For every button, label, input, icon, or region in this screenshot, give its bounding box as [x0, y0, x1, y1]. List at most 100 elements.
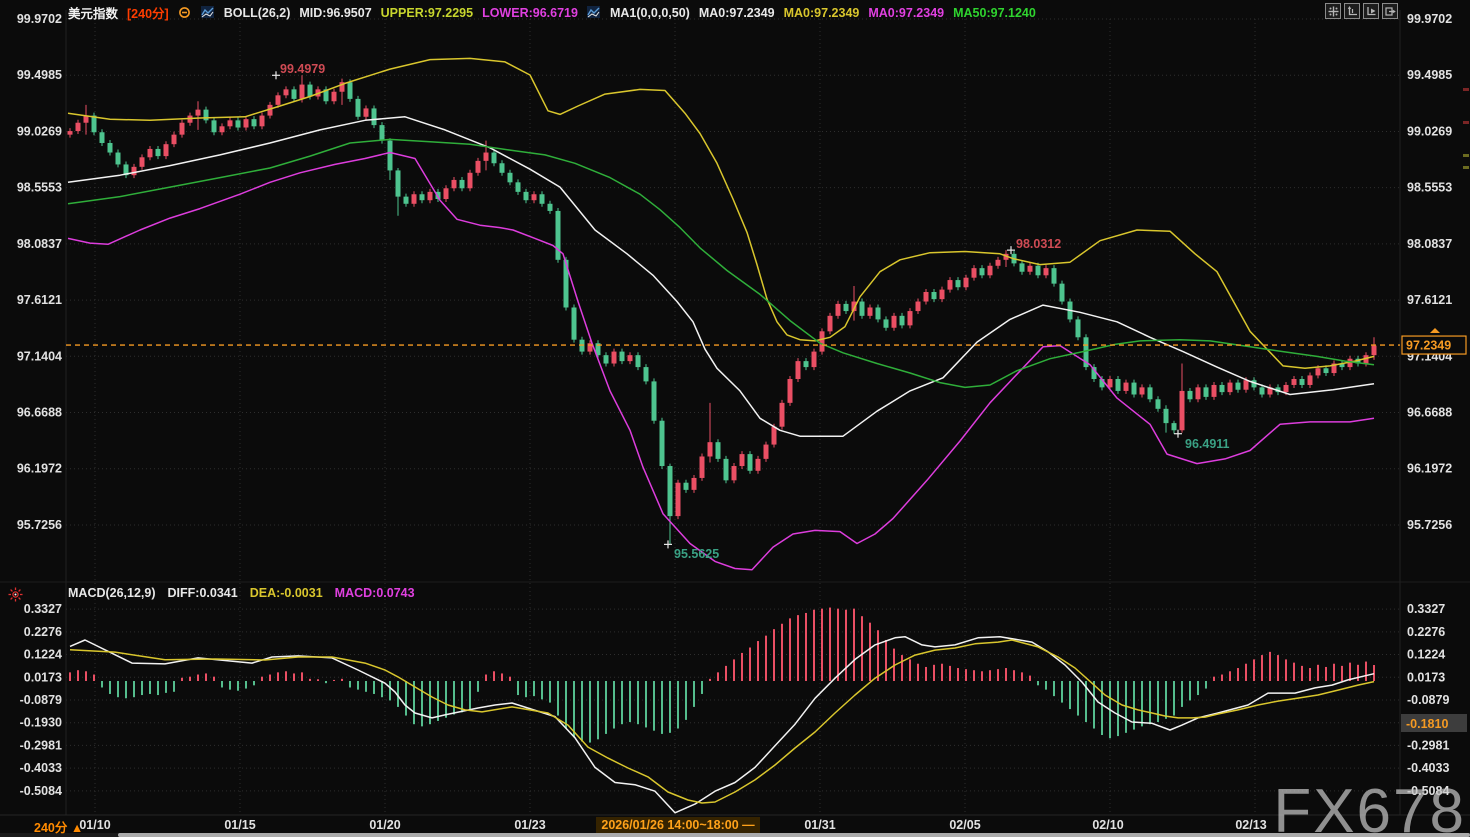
macd-dea-line	[69, 639, 1375, 804]
svg-text:97.6121: 97.6121	[1407, 293, 1452, 307]
svg-text:02/13: 02/13	[1235, 818, 1266, 832]
svg-text:-0.0879: -0.0879	[1407, 693, 1449, 707]
svg-text:02/10: 02/10	[1092, 818, 1123, 832]
axis-scale-right-icon[interactable]	[1363, 3, 1379, 19]
boll-mid-line	[67, 116, 1375, 437]
price-annotation: 98.0312	[1007, 237, 1061, 255]
ma0-yellow-value: MA0:97.2349	[783, 5, 860, 20]
svg-text:99.4985: 99.4985	[17, 68, 62, 82]
svg-text:0.0173: 0.0173	[1407, 670, 1445, 684]
svg-text:0.3327: 0.3327	[24, 602, 62, 616]
svg-text:98.5553: 98.5553	[1407, 181, 1452, 195]
macd-value-badge: -0.1810	[1401, 714, 1467, 732]
svg-text:0.2276: 0.2276	[1407, 625, 1445, 639]
svg-text:99.4985: 99.4985	[1407, 68, 1452, 82]
svg-text:-0.5084: -0.5084	[20, 784, 62, 798]
svg-text:0.1224: 0.1224	[24, 648, 62, 662]
svg-text:99.0269: 99.0269	[17, 124, 62, 138]
price-annotation: 95.5625	[664, 540, 719, 561]
timeframe-label[interactable]: [240分]	[127, 7, 169, 21]
svg-text:95.7256: 95.7256	[17, 518, 62, 532]
svg-text:99.9702: 99.9702	[17, 12, 62, 26]
ma50-line	[67, 138, 1375, 389]
svg-text:-0.4033: -0.4033	[1407, 761, 1449, 775]
boll-upper-line	[67, 57, 1375, 370]
svg-text:01/31: 01/31	[804, 818, 835, 832]
svg-text:-0.2981: -0.2981	[20, 738, 62, 752]
svg-text:98.0312: 98.0312	[1016, 237, 1061, 251]
svg-text:95.5625: 95.5625	[674, 547, 719, 561]
price-axis[interactable]: 99.9702 99.9702 99.4985 99.4985 99.0269 99.02…	[17, 12, 1452, 532]
ma-indicator-icon[interactable]	[586, 6, 601, 19]
macd-label: MACD(26,12,9)	[68, 586, 156, 600]
fx678-watermark: FX678	[1273, 777, 1466, 837]
svg-text:-0.2981: -0.2981	[1407, 738, 1449, 752]
svg-text:0.2276: 0.2276	[24, 625, 62, 639]
boll-lower-value: LOWER:96.6719	[482, 5, 578, 20]
svg-text:-0.1810: -0.1810	[1406, 717, 1448, 731]
svg-text:98.0837: 98.0837	[1407, 237, 1452, 251]
svg-text:96.6688: 96.6688	[17, 406, 62, 420]
svg-text:96.6688: 96.6688	[1407, 406, 1452, 420]
boll-indicator-icon[interactable]	[200, 6, 215, 19]
svg-text:01/10: 01/10	[79, 818, 110, 832]
macd-macd-value: MACD:0.0743	[334, 586, 415, 600]
svg-text:0.3327: 0.3327	[1407, 602, 1445, 616]
chart-toolbar	[1325, 3, 1398, 19]
svg-text:98.5553: 98.5553	[17, 181, 62, 195]
ma-label: MA1(0,0,0,50)	[609, 5, 690, 20]
svg-text:0.0173: 0.0173	[24, 670, 62, 684]
current-price-badge: 97.2349	[1401, 328, 1467, 355]
svg-text:97.1404: 97.1404	[17, 349, 62, 363]
svg-text:02/05: 02/05	[949, 818, 980, 832]
macd-legend: MACD(26,12,9) DIFF:0.0341 DEA:-0.0031 MA…	[68, 586, 415, 600]
time-axis[interactable]: 01/10 01/15 01/20 01/23 01/31 02/05 02/10 02/13	[79, 818, 1266, 832]
boll-mid-value: MID:96.9507	[299, 5, 372, 20]
right-edge-marks	[1463, 88, 1469, 169]
svg-text:96.1972: 96.1972	[17, 462, 62, 476]
price-annotation: 96.4911	[1174, 429, 1230, 451]
crosshair-date-highlight: 2026/01/26 14:00~18:00 —	[596, 817, 760, 833]
svg-text:-0.4033: -0.4033	[20, 761, 62, 775]
svg-text:98.0837: 98.0837	[17, 237, 62, 251]
svg-text:96.1972: 96.1972	[1407, 462, 1452, 476]
macd-histogram	[69, 607, 1375, 743]
axis-scale-left-icon[interactable]	[1344, 3, 1360, 19]
svg-text:-0.1930: -0.1930	[20, 716, 62, 730]
ma0-white-value: MA0:97.2349	[698, 5, 775, 20]
alert-sun-icon[interactable]	[8, 587, 23, 607]
svg-text:-0.0879: -0.0879	[20, 693, 62, 707]
gridlines	[0, 10, 1470, 816]
crosshair-tool-icon[interactable]	[1325, 3, 1341, 19]
svg-text:2026/01/26 14:00~18:00 —: 2026/01/26 14:00~18:00 —	[601, 818, 755, 832]
svg-text:97.2349: 97.2349	[1406, 339, 1451, 353]
ma0-magenta-value: MA0:97.2349	[868, 5, 945, 20]
svg-text:99.4979: 99.4979	[280, 62, 325, 76]
boll-upper-value: UPPER:97.2295	[380, 5, 474, 20]
macd-diff-value: DIFF:0.0341	[167, 586, 238, 600]
macd-dea-value: DEA:-0.0031	[249, 586, 323, 600]
macd-diff-line	[69, 635, 1375, 814]
svg-text:01/20: 01/20	[369, 818, 400, 832]
scrollbar-thumb[interactable]	[118, 833, 1470, 837]
indicator-legend: 美元指数 [240分] BOLL(26,2) MID:96.9507 UPPER…	[68, 3, 1036, 22]
svg-text:01/15: 01/15	[224, 818, 255, 832]
indicator-settings-icon[interactable]	[178, 6, 192, 19]
svg-text:99.0269: 99.0269	[1407, 124, 1452, 138]
price-annotation: 99.4979	[272, 62, 325, 80]
svg-text:0.1224: 0.1224	[1407, 648, 1445, 662]
svg-text:95.7256: 95.7256	[1407, 518, 1452, 532]
svg-text:97.6121: 97.6121	[17, 293, 62, 307]
boll-lower-line	[67, 151, 1375, 571]
svg-text:99.9702: 99.9702	[1407, 12, 1452, 26]
svg-text:96.4911: 96.4911	[1185, 437, 1230, 451]
svg-text:01/23: 01/23	[514, 818, 545, 832]
symbol-name: 美元指数	[68, 7, 119, 21]
boll-label: BOLL(26,2)	[223, 5, 291, 20]
svg-text:-0.5084: -0.5084	[1407, 784, 1449, 798]
footer-timeframe[interactable]: 240分 ▲	[34, 821, 84, 835]
candlestick-layer	[67, 75, 1377, 545]
export-panel-icon[interactable]	[1382, 3, 1398, 19]
